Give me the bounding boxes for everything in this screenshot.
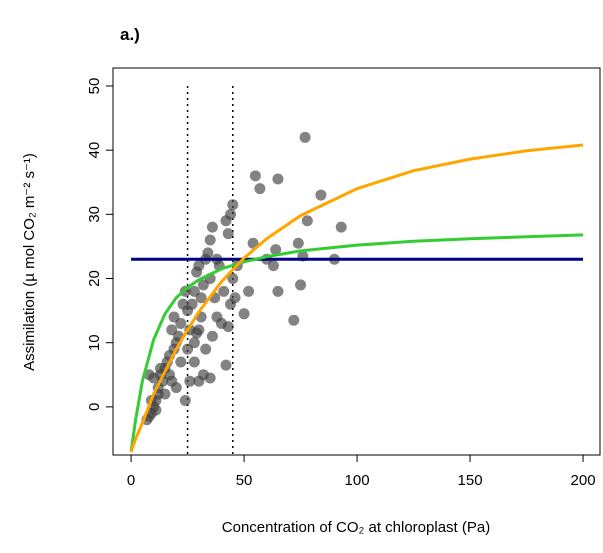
scatter-point [227, 273, 239, 285]
scatter-point [188, 337, 200, 349]
y-tick-label: 30 [86, 206, 103, 223]
x-tick-label: 100 [345, 472, 370, 489]
scatter-point [227, 199, 239, 211]
scatter-point [202, 247, 214, 259]
scatter-point [295, 279, 307, 291]
scatter-point [222, 321, 234, 333]
scatter-point [184, 375, 196, 387]
curve [129, 143, 584, 453]
chart-title: a.) [120, 25, 140, 44]
scatter-point [175, 317, 187, 329]
y-tick-label: 10 [86, 334, 103, 351]
scatter-point [154, 362, 166, 374]
scatter-point [222, 228, 234, 240]
scatter-point [272, 173, 284, 185]
y-tick-label: 50 [86, 78, 103, 95]
scatter-point [254, 183, 266, 195]
y-axis-label: Assimilation (µ mol CO₂ m⁻² s⁻¹) [21, 153, 38, 371]
scatter-point [249, 170, 261, 182]
scatter-point [191, 327, 203, 339]
scatter-point [292, 237, 304, 249]
scatter-point [193, 375, 205, 387]
scatter-point [267, 260, 279, 272]
scatter-point [159, 388, 171, 400]
scatter-point [288, 314, 300, 326]
scatter-point [179, 394, 191, 406]
y-tick-label: 20 [86, 270, 103, 287]
scatter-point [163, 369, 175, 381]
scatter-point [170, 382, 182, 394]
x-axis-label: Concentration of CO₂ at chloroplast (Pa) [222, 519, 490, 536]
scatter-point [150, 404, 162, 416]
scatter-point [220, 359, 232, 371]
scatter-point [200, 343, 212, 355]
x-tick-label: 200 [571, 472, 596, 489]
y-tick-label: 0 [86, 403, 103, 411]
scatter-point [204, 372, 216, 384]
y-tick-label: 40 [86, 142, 103, 159]
scatter-point [188, 356, 200, 368]
scatter-point [270, 244, 282, 256]
curve [129, 233, 584, 453]
scatter-point [195, 292, 207, 304]
scatter-point [206, 221, 218, 233]
scatter-point [175, 356, 187, 368]
plot-area [129, 85, 584, 455]
scatter-point [206, 330, 218, 342]
scatter-point [238, 308, 250, 320]
scatter-point [301, 215, 313, 227]
scatter-point [272, 285, 284, 297]
scatter-point [229, 292, 241, 304]
scatter-point [243, 285, 255, 297]
scatter-point [225, 208, 237, 220]
x-tick-label: 50 [236, 472, 253, 489]
scatter-point [204, 234, 216, 246]
x-tick-label: 0 [127, 472, 135, 489]
scatter-point [315, 189, 327, 201]
scatter-point [218, 285, 230, 297]
scatter-point [186, 298, 198, 310]
plot-frame [112, 67, 601, 456]
scatter-point [299, 131, 311, 143]
x-tick-label: 150 [458, 472, 483, 489]
scatter-point [335, 221, 347, 233]
